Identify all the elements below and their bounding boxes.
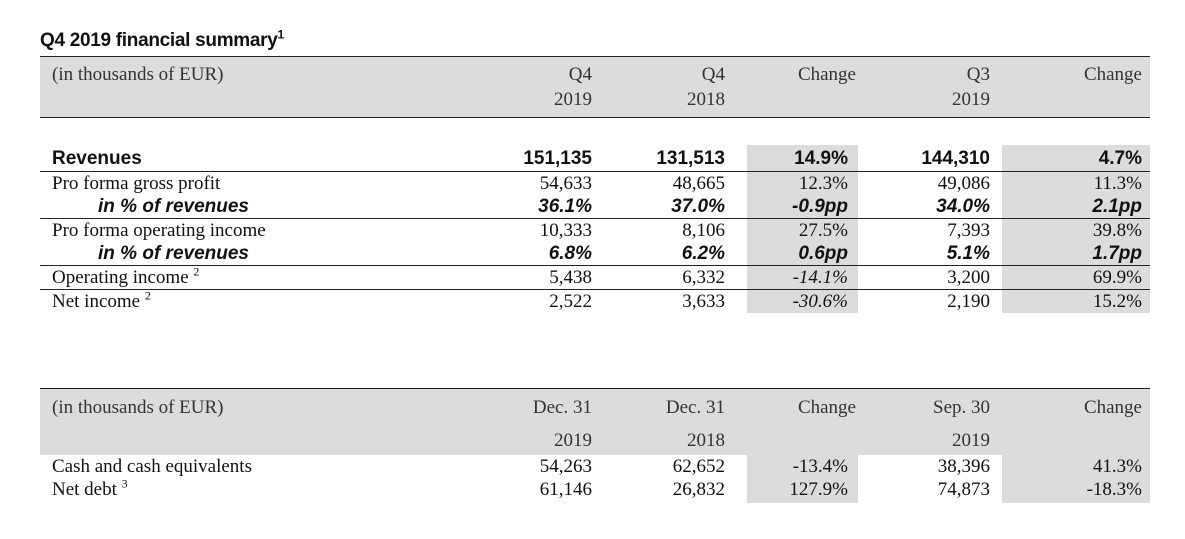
col-header: Change [797,397,856,418]
table-row-operating-income-pro-forma: Pro forma operating income 10,333 8,106 … [40,219,1150,242]
cell-value: 49,086 [937,173,990,194]
col-header: Q4 [701,64,725,85]
cell-value: 3,200 [947,267,990,288]
row-label: Net income 2 [52,288,151,312]
cell-change: 41.3% [1002,455,1150,478]
col-header: Dec. 31 [665,397,725,418]
table-row-operating-income: Operating income 2 5,438 6,332 -14.1% 3,… [40,266,1150,290]
cell-value: 10,333 [539,220,592,241]
cell-change: 15.2% [1002,290,1150,313]
cell-change: 127.9% [747,478,858,503]
cell-value: 38,396 [937,456,990,477]
col-header: Q4 [568,64,592,85]
page-title: Q4 2019 financial summary1 [40,27,285,51]
cell-value: 151,135 [523,148,592,169]
unit-label: (in thousands of EUR) [52,64,224,85]
table-row-net-income: Net income 2 2,522 3,633 -30.6% 2,190 15… [40,290,1150,313]
row-label: Operating income 2 [52,264,200,288]
cell-value: 3,633 [682,291,725,312]
col-header-year: 2018 [687,430,725,451]
footnote-marker: 1 [277,27,285,42]
cell-change: -18.3% [1002,478,1150,503]
row-label: in % of revenues [98,243,249,264]
row-label: in % of revenues [98,196,249,217]
col-header: Sep. 30 [933,397,990,418]
cell-value: 6.2% [681,243,725,264]
table-row-cash: Cash and cash equivalents 54,263 62,652 … [40,455,1150,478]
cell-value: 74,873 [937,479,990,500]
cell-value: 144,310 [921,148,990,169]
cash-debt-table: (in thousands of EUR) Dec. 31 Dec. 31 Ch… [40,388,1150,503]
cell-change: 27.5% [747,219,858,242]
cell-value: 36.1% [538,196,592,217]
table-row-net-debt: Net debt 3 61,146 26,832 127.9% 74,873 -… [40,478,1150,503]
cell-value: 26,832 [672,479,725,500]
cell-value: 54,263 [539,456,592,477]
cell-change: 14.9% [747,145,858,171]
col-header-year: 2019 [952,430,990,451]
cell-value: 34.0% [936,196,990,217]
cell-change: -14.1% [747,266,858,289]
row-label: Cash and cash equivalents [52,456,252,477]
table-header: (in thousands of EUR) Q4 Q4 Change Q3 Ch… [40,56,1150,118]
row-label: Pro forma gross profit [52,173,221,194]
col-header-year: 2018 [687,89,725,110]
cell-value: 62,652 [672,456,725,477]
cell-value: 5,438 [549,267,592,288]
cell-value: 8,106 [682,220,725,241]
cell-change: 0.6pp [747,242,858,265]
cell-value: 6.8% [548,243,592,264]
footnote-marker: 2 [193,264,200,279]
cell-change: 11.3% [1002,172,1150,195]
col-header: Change [797,64,856,85]
cell-change: -30.6% [747,290,858,313]
cell-value: 61,146 [539,479,592,500]
cell-value: 2,190 [947,291,990,312]
cell-value: 5.1% [946,243,990,264]
col-header-year: 2019 [554,89,592,110]
footnote-marker: 3 [121,476,128,491]
col-header: Q3 [966,64,990,85]
table-row-operating-margin: in % of revenues 6.8% 6.2% 0.6pp 5.1% 1.… [40,242,1150,266]
col-header-year: 2019 [952,89,990,110]
cell-change: -0.9pp [747,195,858,218]
cell-change: 2.1pp [1002,195,1150,218]
cell-change: 12.3% [747,172,858,195]
cell-value: 54,633 [539,173,592,194]
cell-value: 131,513 [656,148,725,169]
cell-value: 7,393 [947,220,990,241]
cell-change: 39.8% [1002,219,1150,242]
table-row-gross-profit: Pro forma gross profit 54,633 48,665 12.… [40,172,1150,195]
financial-summary-table: (in thousands of EUR) Q4 Q4 Change Q3 Ch… [40,56,1150,313]
unit-label: (in thousands of EUR) [52,397,224,418]
cell-value: 37.0% [671,196,725,217]
table-row-revenues: Revenues 151,135 131,513 14.9% 144,310 4… [40,145,1150,172]
col-header: Change [1083,397,1142,418]
row-label: Net debt 3 [52,476,128,500]
cell-change: 1.7pp [1002,242,1150,265]
footnote-marker: 2 [144,288,151,303]
table-row-gross-margin: in % of revenues 36.1% 37.0% -0.9pp 34.0… [40,195,1150,219]
col-header: Dec. 31 [532,397,592,418]
cell-value: 6,332 [682,267,725,288]
cell-value: 2,522 [549,291,592,312]
col-header-year: 2019 [554,430,592,451]
col-header: Change [1083,64,1142,85]
row-label: Revenues [52,148,142,169]
cell-change: 69.9% [1002,266,1150,289]
row-label: Pro forma operating income [52,220,266,241]
table-header: (in thousands of EUR) Dec. 31 Dec. 31 Ch… [40,388,1150,455]
cell-value: 48,665 [672,173,725,194]
cell-change: 4.7% [1002,145,1150,171]
cell-change: -13.4% [747,455,858,478]
